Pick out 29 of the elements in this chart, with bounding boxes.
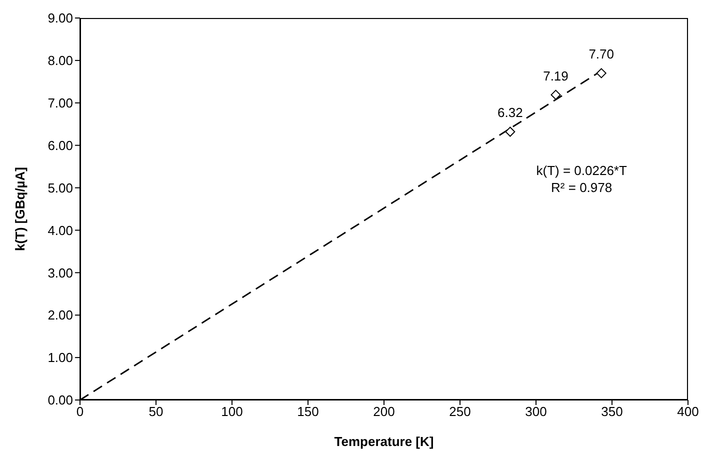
y-tick-label: 4.00 <box>48 222 73 238</box>
y-axis-title: k(T) [GBq/µA] <box>12 166 28 252</box>
x-tick-label: 100 <box>221 404 243 420</box>
x-tick-label: 300 <box>525 404 547 420</box>
point <box>596 68 606 78</box>
y-tick-label: 3.00 <box>48 265 73 280</box>
y-tick-label: 7.00 <box>48 96 73 111</box>
y-tick-label: 5.00 <box>48 180 73 196</box>
x-axis-title: Temperature [K] <box>334 434 434 449</box>
x-tick-label: 250 <box>449 404 471 420</box>
x-tick-label: 50 <box>148 404 164 420</box>
x-tick-label: 150 <box>297 404 319 420</box>
y-tick-label: 9.00 <box>48 10 73 26</box>
point <box>550 90 561 100</box>
data-label: 7.19 <box>543 68 568 84</box>
y-tick-label: 6.00 <box>48 138 73 153</box>
y-tick-label: 8.00 <box>48 53 73 68</box>
data-label: 7.70 <box>588 46 614 62</box>
y-tick-label: 2.00 <box>48 308 73 323</box>
x-tick-label: 400 <box>677 404 699 420</box>
y-tick-label: 0.00 <box>48 392 73 408</box>
x-tick-label: 350 <box>601 404 623 420</box>
point <box>505 126 516 137</box>
annotation: R² = 0.978 <box>550 179 614 196</box>
data-label: 6.32 <box>498 105 523 120</box>
y-tick-label: 1.00 <box>48 350 73 366</box>
annotation: k(T) = 0.0226*T <box>535 162 628 180</box>
x-tick-label: 0 <box>76 404 84 420</box>
x-tick-label: 200 <box>373 404 395 420</box>
